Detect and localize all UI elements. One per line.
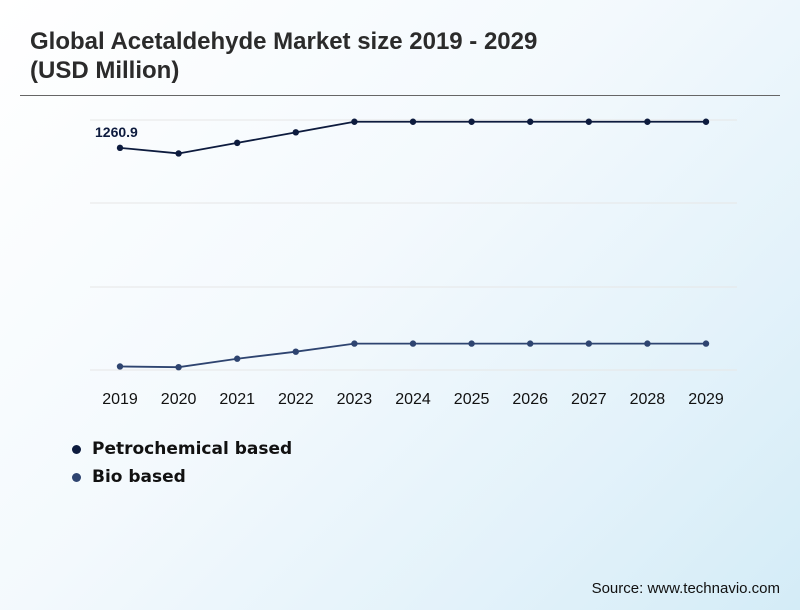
data-point-bio-2029 xyxy=(702,340,710,347)
data-point-bio-2025 xyxy=(468,340,475,347)
x-tick-label-2025: 2025 xyxy=(454,391,490,408)
x-tick-label-2023: 2023 xyxy=(337,391,373,408)
data-point-petrochemical-2019 xyxy=(116,144,124,152)
chart-title-line-2: (USD Million) xyxy=(30,57,180,84)
legend-label-bio: Bio based xyxy=(92,467,186,487)
data-point-petrochemical-2020 xyxy=(175,150,182,157)
data-point-bio-2027 xyxy=(585,340,592,347)
data-point-bio-2022 xyxy=(292,348,299,355)
x-tick-label-2021: 2021 xyxy=(219,391,255,408)
data-point-bio-2019 xyxy=(116,363,124,370)
data-point-bio-2020 xyxy=(175,363,182,371)
data-point-bio-2026 xyxy=(527,340,534,347)
data-point-bio-2023 xyxy=(351,340,358,347)
legend-label-petrochemical: Petrochemical based xyxy=(92,439,293,459)
x-tick-label-2026: 2026 xyxy=(512,391,548,408)
legend-item-petrochemical: Petrochemical based xyxy=(72,435,292,463)
x-tick-label-2019: 2019 xyxy=(102,391,138,408)
data-point-petrochemical-2026 xyxy=(527,118,534,125)
legend-marker-petrochemical xyxy=(72,444,81,454)
data-point-petrochemical-2028 xyxy=(644,118,651,125)
chart-title: Global Acetaldehyde Market size 2019 - 2… xyxy=(30,27,730,85)
x-tick-label-2027: 2027 xyxy=(571,391,607,408)
line-chart: 1260.9 2019 2020 2021 2022 2023 2024 2025 2026 20… xyxy=(90,118,737,408)
title-divider xyxy=(20,95,780,96)
chart-title-line-1: Global Acetaldehyde Market size 2019 - 2… xyxy=(30,28,538,55)
data-point-bio-2028 xyxy=(644,340,651,347)
x-tick-label-2022: 2022 xyxy=(278,391,314,408)
data-label-0: 1260.9 xyxy=(95,124,138,140)
series-line-bio xyxy=(119,342,706,369)
data-point-petrochemical-2029 xyxy=(702,118,710,125)
data-point-petrochemical-2023 xyxy=(351,118,358,125)
data-point-bio-2021 xyxy=(234,355,241,362)
data-point-petrochemical-2025 xyxy=(468,118,475,125)
data-point-petrochemical-2022 xyxy=(292,129,299,136)
chart-legend: Petrochemical based Bio based xyxy=(72,435,292,491)
data-point-petrochemical-2027 xyxy=(585,118,592,125)
legend-marker-bio xyxy=(72,472,81,482)
x-tick-label-2029: 2029 xyxy=(688,391,724,408)
data-point-bio-2024 xyxy=(409,340,417,347)
data-point-petrochemical-2021 xyxy=(234,139,241,147)
series-line-petrochemical xyxy=(119,120,706,155)
data-point-petrochemical-2024 xyxy=(409,118,417,125)
x-tick-label-2028: 2028 xyxy=(630,391,666,408)
x-tick-label-2020: 2020 xyxy=(161,391,197,408)
x-tick-label-2024: 2024 xyxy=(395,391,431,408)
source-note: Source: www.technavio.com xyxy=(591,580,780,597)
legend-item-bio: Bio based xyxy=(72,463,292,491)
